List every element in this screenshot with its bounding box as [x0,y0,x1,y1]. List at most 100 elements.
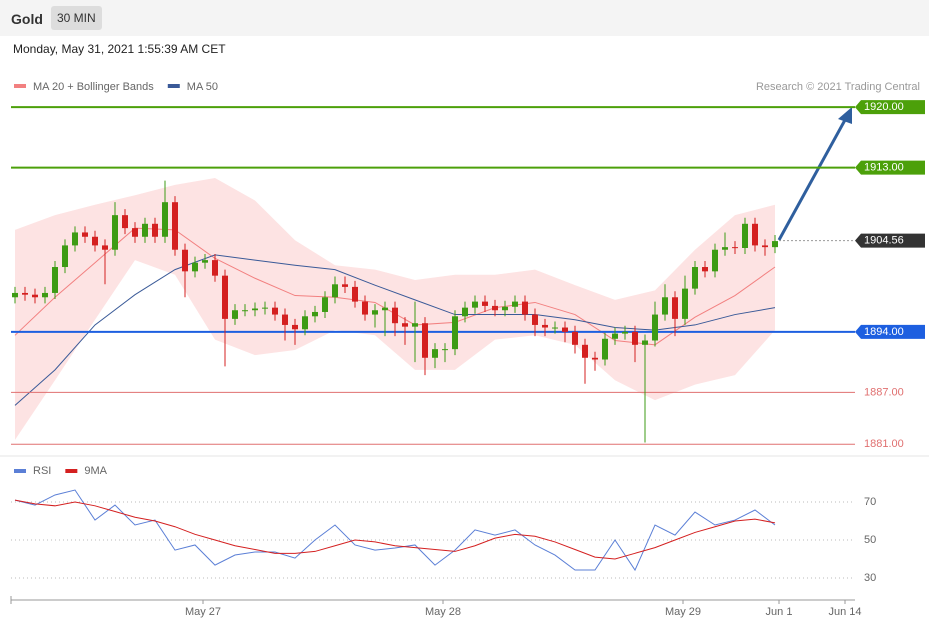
legend-label: MA 20 + Bollinger Bands [33,81,154,93]
candle-body [452,316,458,350]
candle-body [472,301,478,308]
candle-body [362,301,368,315]
candle-body [392,307,398,324]
candle-body [702,267,708,272]
candle-body [372,310,378,315]
candle-body [592,357,598,360]
candle-body [432,349,438,358]
forecast-arrow [777,119,847,241]
candle-body [572,331,578,345]
candle-body [112,215,118,250]
candle-body [122,215,128,229]
price-label-box [855,100,925,115]
legend-label: MA 50 [187,81,218,93]
candle-body [442,349,448,351]
arrow-head [838,107,852,124]
price-label: 1904.56 [864,234,904,246]
candle-body [582,344,588,358]
candle-body [282,314,288,325]
candle-body [632,331,638,345]
candle-body [602,338,608,360]
x-tick-label: May 27 [185,606,221,618]
legend-label: 9MA [84,465,107,477]
candle-body [342,284,348,287]
price-label: 1894.00 [864,326,904,338]
candle-body [772,241,778,248]
candle-body [302,316,308,330]
candle-body [332,284,338,298]
candle-body [542,324,548,328]
candle-body [552,327,558,329]
candle-body [662,297,668,315]
candle-body [202,260,208,263]
candle-body [82,232,88,237]
candle-body [672,297,678,319]
candle-body [232,310,238,319]
candle-body [522,301,528,315]
candle-body [162,202,168,237]
candle-body [62,245,68,268]
candle-body [242,310,248,312]
candle-body [642,340,648,345]
candle-body [532,314,538,325]
timestamp: Monday, May 31, 2021 1:55:39 AM CET [13,42,226,56]
candle-body [742,223,748,248]
candle-body [412,323,418,327]
legend-swatch [65,469,78,473]
price-label-box [855,324,925,339]
candle-body [462,307,468,317]
candle-body [192,262,198,272]
header-bar [0,0,929,36]
candle-body [92,236,98,246]
legend-label: RSI [33,465,51,477]
candle-body [562,327,568,332]
legend-swatch [14,469,26,473]
candle-body [722,247,728,250]
candle-body [502,306,508,311]
candle-body [762,245,768,248]
candle-body [312,311,318,317]
candle-body [32,294,38,298]
candle-body [612,333,618,339]
candle-body [512,301,518,307]
candle-body [752,223,758,246]
candle-body [652,314,658,341]
price-label: 1920.00 [864,101,904,113]
candle-body [492,305,498,311]
indicator-line [14,489,776,572]
candle-body [352,286,358,302]
interval-button[interactable]: 30 MIN [51,6,102,30]
candle-body [182,249,188,272]
candle-body [132,228,138,237]
price-label: 1887.00 [864,386,904,398]
legend-swatch [167,84,180,88]
candle-body [172,202,178,250]
candle-body [682,288,688,319]
x-tick-label: Jun 1 [766,606,793,618]
y-tick-label: 70 [864,496,876,508]
instrument-title: Gold [11,11,43,27]
candle-body [692,267,698,289]
candle-body [252,308,258,311]
x-tick-label: May 29 [665,606,701,618]
candle-body [212,260,218,276]
candle-body [402,323,408,327]
candle-body [152,223,158,237]
y-tick-label: 50 [864,534,876,546]
candle-body [272,307,278,315]
candle-body [72,232,78,246]
candle-body [102,245,108,250]
candle-body [322,297,328,312]
candle-body [262,307,268,309]
candle-body [622,331,628,334]
moving-average [14,254,776,406]
candle-body [52,267,58,293]
candle-body [732,247,738,249]
price-label: 1881.00 [864,438,904,450]
candle-body [12,292,18,298]
candle-body [482,301,488,306]
indicator-line [14,499,776,560]
legend-swatch [14,84,26,88]
